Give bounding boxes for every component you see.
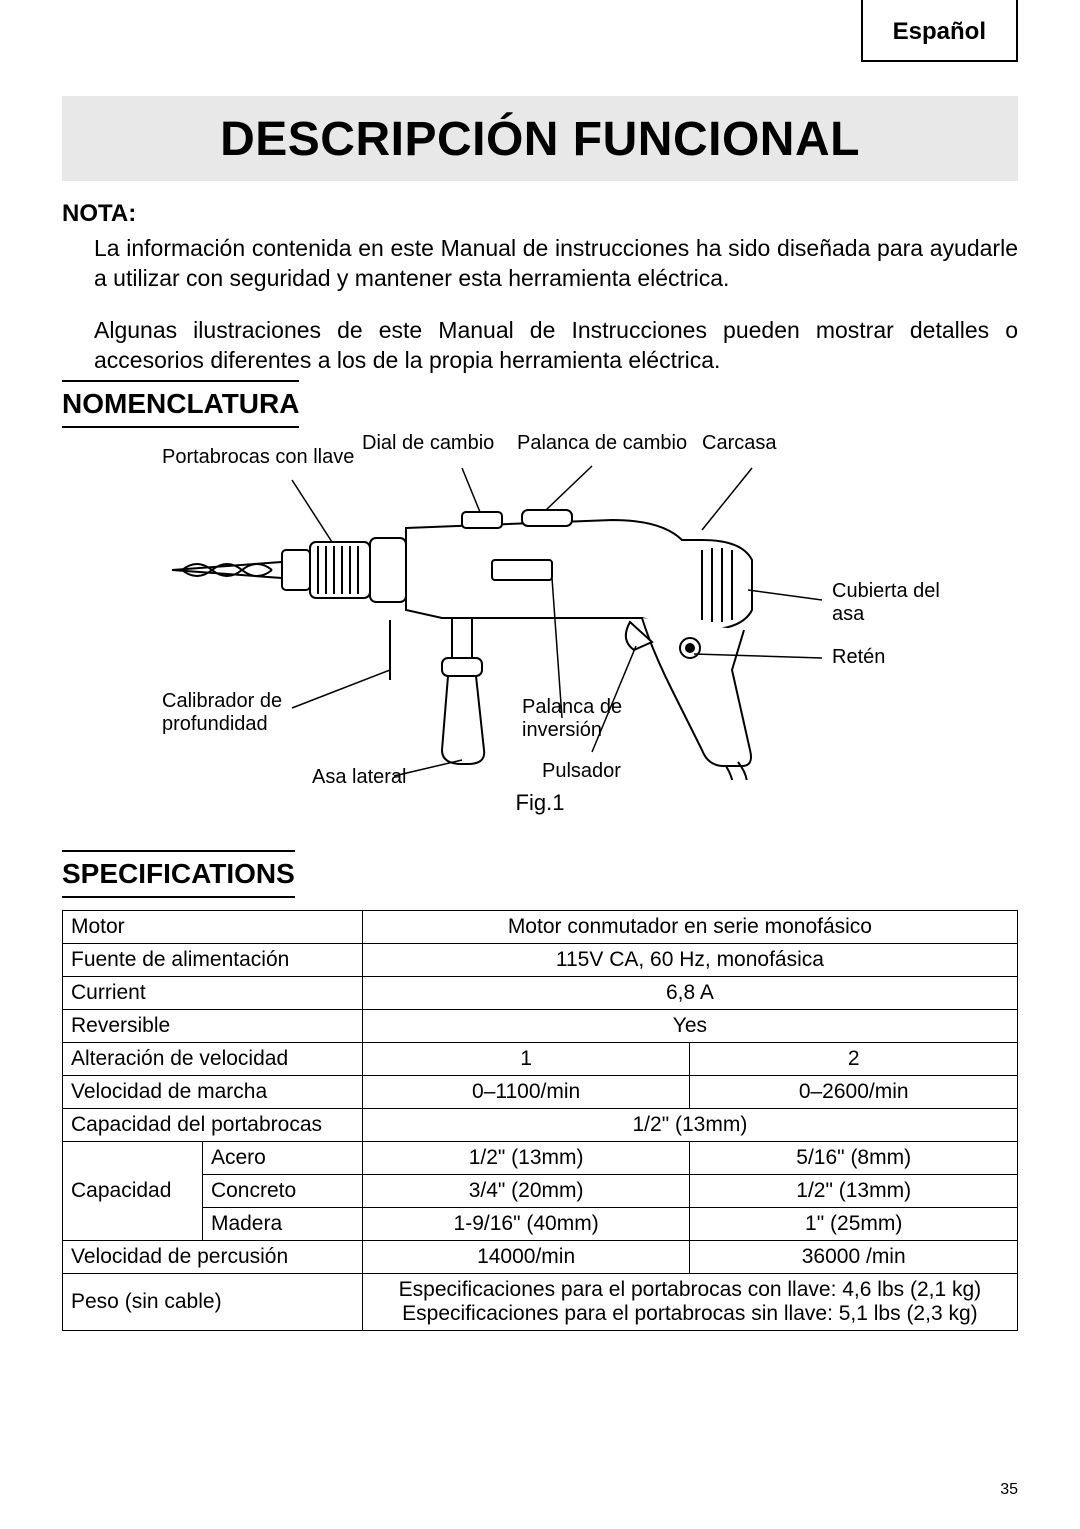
table-cell: Madera — [202, 1208, 362, 1241]
table-cell: 0–2600/min — [690, 1076, 1018, 1109]
table-cell: Alteración de velocidad — [63, 1043, 363, 1076]
table-row: CapacidadAcero1/2" (13mm)5/16" (8mm) — [63, 1142, 1018, 1175]
table-cell: Capacidad — [63, 1142, 203, 1241]
label-dial-cambio: Dial de cambio — [362, 432, 494, 455]
table-row: Currient6,8 A — [63, 977, 1018, 1010]
table-row: Capacidad del portabrocas1/2" (13mm) — [63, 1109, 1018, 1142]
page-title: DESCRIPCIÓN FUNCIONAL — [62, 96, 1018, 181]
table-cell: Reversible — [63, 1010, 363, 1043]
table-cell: Fuente de alimentación — [63, 944, 363, 977]
table-cell: 1/2" (13mm) — [362, 1109, 1017, 1142]
section-specifications: SPECIFICATIONS — [62, 850, 295, 898]
table-cell: 1 — [362, 1043, 690, 1076]
label-carcasa: Carcasa — [702, 432, 776, 455]
table-cell: Currient — [63, 977, 363, 1010]
label-portabrocas: Portabrocas con llave — [162, 446, 354, 469]
table-cell: Motor conmutador en serie monofásico — [362, 911, 1017, 944]
table-cell: Acero — [202, 1142, 362, 1175]
table-row: MotorMotor conmutador en serie monofásic… — [63, 911, 1018, 944]
label-calibrador: Calibrador de profundidad — [162, 690, 282, 736]
table-row: ReversibleYes — [63, 1010, 1018, 1043]
specifications-heading: SPECIFICATIONS — [62, 850, 295, 898]
table-cell: 5/16" (8mm) — [690, 1142, 1018, 1175]
table-cell: 0–1100/min — [362, 1076, 690, 1109]
section-nomenclatura: NOMENCLATURA — [62, 380, 299, 428]
table-cell: 3/4" (20mm) — [362, 1175, 690, 1208]
table-cell: 1" (25mm) — [690, 1208, 1018, 1241]
label-palanca-cambio: Palanca de cambio — [517, 432, 687, 455]
table-cell: 1/2" (13mm) — [690, 1175, 1018, 1208]
nomenclatura-heading: NOMENCLATURA — [62, 380, 299, 428]
language-box: Español — [861, 0, 1018, 62]
label-pulsador: Pulsador — [542, 760, 621, 783]
table-cell: 36000 /min — [690, 1241, 1018, 1274]
table-cell: Especificaciones para el portabrocas con… — [362, 1274, 1017, 1331]
nota-paragraph-2: Algunas ilustraciones de este Manual de … — [94, 316, 1018, 376]
table-row: Madera1-9/16" (40mm)1" (25mm) — [63, 1208, 1018, 1241]
table-cell: Velocidad de percusión — [63, 1241, 363, 1274]
nota-paragraph-1: La información contenida en este Manual … — [94, 234, 1018, 294]
nota-label: NOTA: — [62, 200, 1018, 228]
table-row: Alteración de velocidad12 — [63, 1043, 1018, 1076]
table-row: Velocidad de marcha0–1100/min0–2600/min — [63, 1076, 1018, 1109]
table-row: Concreto3/4" (20mm)1/2" (13mm) — [63, 1175, 1018, 1208]
label-palanca-inversion: Palanca de inversión — [522, 696, 622, 742]
nota-block: NOTA: La información contenida en este M… — [62, 200, 1018, 376]
table-cell: Motor — [63, 911, 363, 944]
label-reten: Retén — [832, 646, 885, 669]
table-cell: 2 — [690, 1043, 1018, 1076]
specifications-table: MotorMotor conmutador en serie monofásic… — [62, 910, 1018, 1331]
table-cell: Velocidad de marcha — [63, 1076, 363, 1109]
table-row: Velocidad de percusión14000/min36000 /mi… — [63, 1241, 1018, 1274]
table-cell: 1/2" (13mm) — [362, 1142, 690, 1175]
table-cell: Yes — [362, 1010, 1017, 1043]
table-cell: 1-9/16" (40mm) — [362, 1208, 690, 1241]
figure-label: Fig.1 — [0, 790, 1080, 816]
table-cell: Capacidad del portabrocas — [63, 1109, 363, 1142]
diagram-area: Portabrocas con llave Dial de cambio Pal… — [62, 430, 1018, 830]
table-cell: Peso (sin cable) — [63, 1274, 363, 1331]
table-row: Fuente de alimentación115V CA, 60 Hz, mo… — [63, 944, 1018, 977]
table-cell: 115V CA, 60 Hz, monofásica — [362, 944, 1017, 977]
label-asa-lateral: Asa lateral — [312, 766, 407, 789]
label-cubierta-asa: Cubierta del asa — [832, 580, 940, 626]
table-row: Peso (sin cable)Especificaciones para el… — [63, 1274, 1018, 1331]
page-number: 35 — [1000, 1481, 1018, 1499]
table-cell: Concreto — [202, 1175, 362, 1208]
table-cell: 6,8 A — [362, 977, 1017, 1010]
table-cell: 14000/min — [362, 1241, 690, 1274]
